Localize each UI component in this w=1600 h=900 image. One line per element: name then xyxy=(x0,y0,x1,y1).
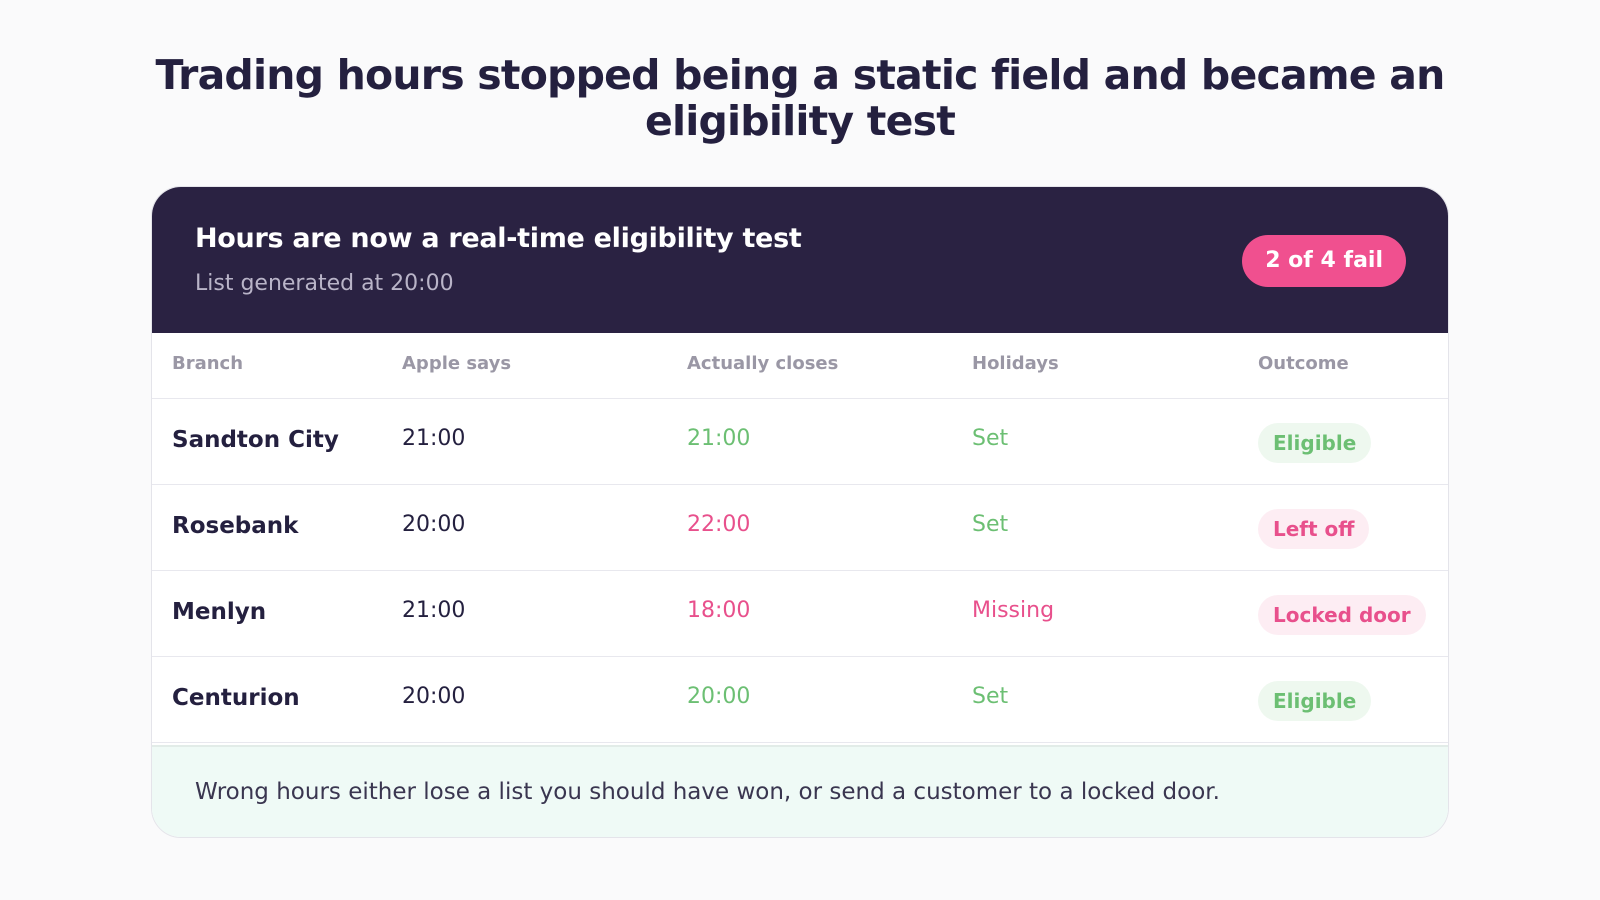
branch-name: Menlyn xyxy=(172,599,267,625)
outcome-badge: Locked door xyxy=(1258,595,1426,635)
holidays-status: Set xyxy=(972,684,1009,709)
footer-text: Wrong hours either lose a list you shoul… xyxy=(195,779,1220,805)
apple-says-time: 20:00 xyxy=(402,684,466,709)
apple-says-time: 20:00 xyxy=(402,512,466,537)
column-header-branch: Branch xyxy=(172,353,244,374)
card-title: Hours are now a real-time eligibility te… xyxy=(195,223,802,254)
footer-note: Wrong hours either lose a list you shoul… xyxy=(152,745,1448,837)
actual-close-time: 18:00 xyxy=(687,598,751,623)
card-header: Hours are now a real-time eligibility te… xyxy=(152,187,1448,333)
apple-says-time: 21:00 xyxy=(402,598,466,623)
table-row: Centurion 20:00 20:00 Set Eligible xyxy=(152,657,1448,743)
outcome-badge: Left off xyxy=(1258,509,1370,549)
column-header-apple-says: Apple says xyxy=(402,353,512,374)
holidays-status: Set xyxy=(972,426,1009,451)
card-subtitle: List generated at 20:00 xyxy=(195,271,454,296)
holidays-status: Missing xyxy=(972,598,1055,623)
apple-says-time: 21:00 xyxy=(402,426,466,451)
table-row: Sandton City 21:00 21:00 Set Eligible xyxy=(152,399,1448,485)
actual-close-time: 20:00 xyxy=(687,684,751,709)
actual-close-time: 21:00 xyxy=(687,426,751,451)
page-title: Trading hours stopped being a static fie… xyxy=(155,51,1445,145)
table-header: Branch Apple says Actually closes Holida… xyxy=(152,333,1448,399)
column-header-outcome: Outcome xyxy=(1258,353,1349,374)
table-row: Rosebank 20:00 22:00 Set Left off xyxy=(152,485,1448,571)
actual-close-time: 22:00 xyxy=(687,512,751,537)
column-header-holidays: Holidays xyxy=(972,353,1059,374)
fail-count-badge: 2 of 4 fail xyxy=(1242,235,1406,287)
outcome-badge: Eligible xyxy=(1258,423,1372,463)
outcome-badge: Eligible xyxy=(1258,681,1372,721)
eligibility-card: Hours are now a real-time eligibility te… xyxy=(151,186,1449,838)
branch-name: Rosebank xyxy=(172,513,299,539)
holidays-status: Set xyxy=(972,512,1009,537)
column-header-actually-closes: Actually closes xyxy=(687,353,839,374)
branch-name: Sandton City xyxy=(172,427,339,453)
table-row: Menlyn 21:00 18:00 Missing Locked door xyxy=(152,571,1448,657)
branch-name: Centurion xyxy=(172,685,300,711)
